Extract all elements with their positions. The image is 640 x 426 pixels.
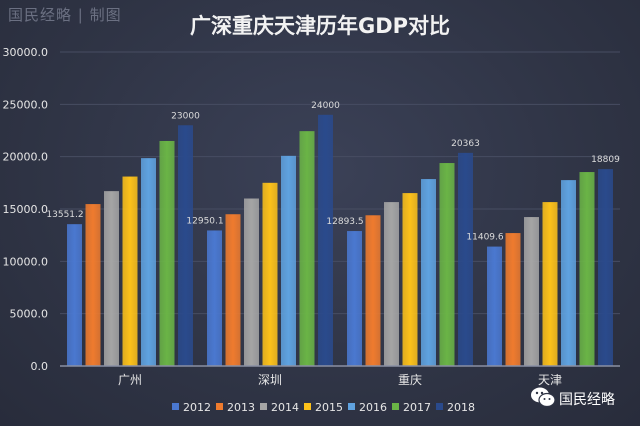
bar bbox=[281, 155, 296, 366]
data-label: 18809 bbox=[591, 155, 620, 165]
legend-swatch bbox=[392, 403, 399, 410]
bar bbox=[347, 231, 362, 366]
y-tick-label: 10000.0 bbox=[3, 255, 49, 268]
bar bbox=[67, 224, 82, 366]
x-tick-label: 深圳 bbox=[258, 373, 282, 387]
legend-swatch bbox=[436, 403, 443, 410]
bar bbox=[104, 191, 119, 366]
legend-label: 2014 bbox=[271, 401, 299, 414]
bar bbox=[458, 152, 473, 366]
bar bbox=[318, 114, 333, 366]
legend-swatch bbox=[216, 403, 223, 410]
legend-label: 2018 bbox=[447, 401, 475, 414]
bar bbox=[579, 172, 595, 366]
legend-label: 2012 bbox=[183, 401, 211, 414]
y-tick-label: 15000.0 bbox=[3, 203, 49, 216]
data-label: 12950.1 bbox=[186, 216, 223, 226]
bar bbox=[421, 179, 436, 366]
x-tick-label: 广州 bbox=[118, 373, 142, 387]
brand: 国民经略 bbox=[530, 386, 615, 412]
bar bbox=[384, 202, 399, 366]
bar bbox=[159, 140, 175, 366]
watermark: 国民经略 | 制图 bbox=[8, 6, 122, 24]
bar bbox=[598, 169, 613, 366]
legend-label: 2015 bbox=[315, 401, 343, 414]
bar bbox=[207, 230, 222, 366]
bar bbox=[542, 202, 558, 366]
y-tick-label: 25000.0 bbox=[3, 98, 49, 111]
bar bbox=[402, 193, 418, 366]
legend-swatch bbox=[304, 403, 311, 410]
wechat-icon bbox=[530, 386, 556, 412]
bar bbox=[262, 182, 278, 366]
bar bbox=[122, 176, 138, 366]
brand-label: 国民经略 bbox=[559, 392, 615, 408]
data-label: 12893.5 bbox=[326, 217, 363, 227]
y-tick-label: 5000.0 bbox=[10, 308, 49, 321]
bar bbox=[365, 215, 381, 366]
legend-swatch bbox=[348, 403, 355, 410]
bar bbox=[487, 246, 502, 366]
legend-label: 2013 bbox=[227, 401, 255, 414]
legend-label: 2017 bbox=[403, 401, 431, 414]
data-label: 13551.2 bbox=[46, 210, 83, 220]
chart-title: 广深重庆天津历年GDP对比 bbox=[189, 14, 451, 38]
data-label: 23000 bbox=[171, 111, 200, 121]
bar bbox=[299, 131, 315, 366]
y-tick-label: 30000.0 bbox=[3, 46, 49, 59]
bar bbox=[85, 204, 101, 366]
y-tick-label: 0.0 bbox=[31, 360, 49, 373]
bar bbox=[561, 180, 576, 366]
data-label: 24000 bbox=[311, 101, 340, 111]
data-label: 20363 bbox=[451, 139, 480, 149]
data-label: 11409.6 bbox=[466, 233, 503, 243]
bar bbox=[178, 125, 193, 367]
bar bbox=[439, 163, 455, 366]
bar bbox=[524, 217, 539, 366]
legend-swatch bbox=[260, 403, 267, 410]
bar bbox=[141, 158, 156, 366]
legend-swatch bbox=[172, 403, 179, 410]
bar bbox=[244, 198, 259, 366]
x-tick-label: 重庆 bbox=[398, 373, 422, 387]
bar bbox=[225, 214, 241, 366]
y-tick-label: 20000.0 bbox=[3, 151, 49, 164]
bar bbox=[505, 233, 521, 366]
x-tick-label: 天津 bbox=[538, 373, 562, 387]
legend-label: 2016 bbox=[359, 401, 387, 414]
